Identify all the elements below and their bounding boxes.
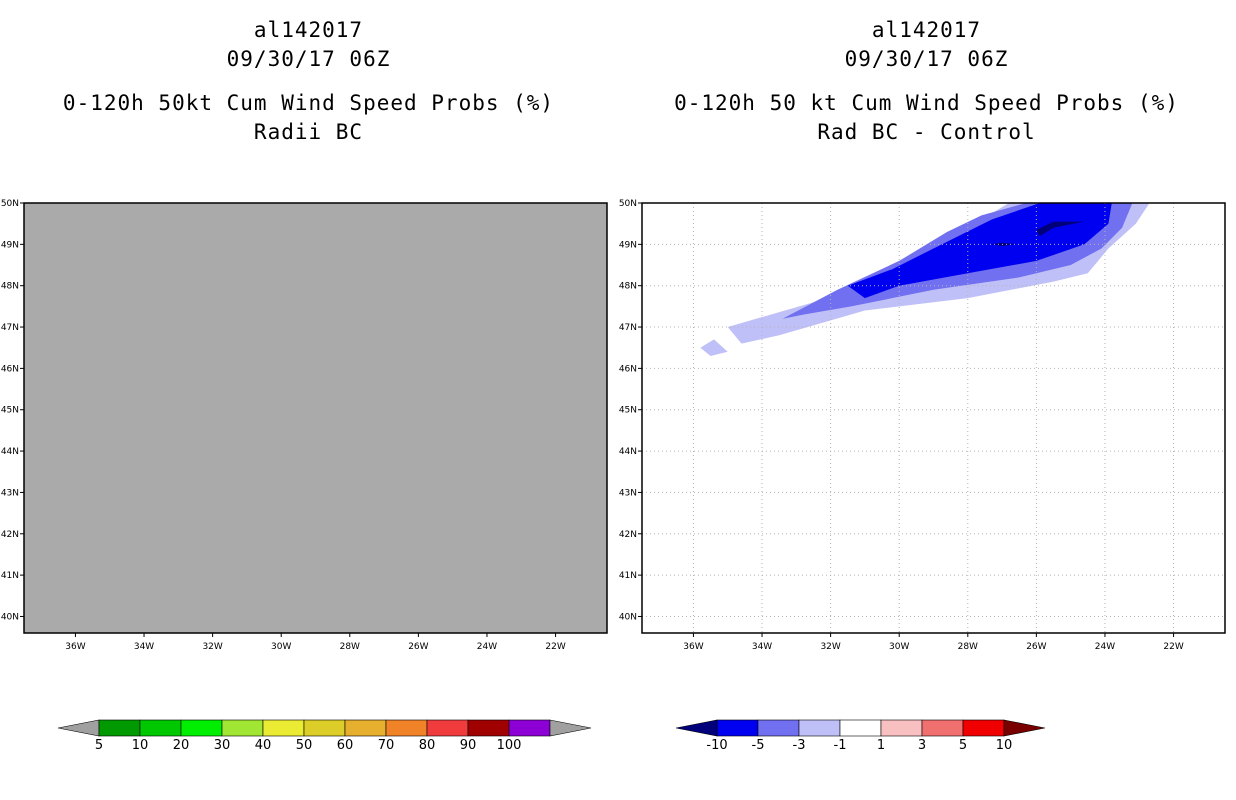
right-colorbar-label-3: -1 [834, 738, 847, 753]
right-colorbar-segment-5 [921, 719, 964, 737]
right-colorbar-segment-1 [757, 719, 800, 737]
left-ytick-label-10: 50N [1, 199, 19, 209]
left-colorbar-label-2: 20 [173, 738, 190, 753]
right-ytick-label-2: 42N [619, 530, 637, 540]
right-datetime: 09/30/17 06Z [844, 47, 1009, 71]
left-ytick-label-5: 45N [1, 406, 19, 416]
right-colorbar-segment-0 [716, 719, 759, 737]
left-colorbar-label-4: 40 [255, 738, 272, 753]
left-ytick-label-4: 44N [1, 447, 19, 457]
left-ytick-label-0: 40N [1, 612, 19, 622]
right-chart-subtitle: Rad BC - Control [817, 120, 1036, 144]
right-ytick-label-4: 44N [619, 447, 637, 457]
left-colorbar-end-high [549, 719, 592, 737]
right-ytick-label-7: 47N [619, 323, 637, 333]
left-colorbar-segment-6 [344, 719, 387, 737]
left-datetime: 09/30/17 06Z [226, 47, 391, 71]
right-contour-4 [1036, 221, 1085, 237]
right-ytick-label-6: 46N [619, 364, 637, 374]
left-colorbar-label-8: 80 [419, 738, 436, 753]
right-ytick-label-0: 40N [619, 612, 637, 622]
left-xtick-label-3: 30W [271, 642, 291, 652]
right-colorbar-end-high [1003, 719, 1046, 737]
left-colorbar-label-9: 90 [460, 738, 477, 753]
left-xtick-label-2: 32W [202, 642, 222, 652]
left-xtick-label-6: 24W [477, 642, 497, 652]
right-colorbar-label-2: -3 [793, 738, 806, 753]
left-ytick-label-6: 46N [1, 364, 19, 374]
right-xtick-label-0: 36W [683, 642, 703, 652]
right-xtick-label-3: 30W [889, 642, 909, 652]
left-colorbar-segment-0 [98, 719, 141, 737]
left-colorbar-segment-5 [303, 719, 346, 737]
left-colorbar-label-3: 30 [214, 738, 231, 753]
left-colorbar-label-5: 50 [296, 738, 313, 753]
left-colorbar-segment-3 [221, 719, 264, 737]
right-contour-1 [700, 339, 728, 356]
left-colorbar-segment-7 [385, 719, 428, 737]
left-plot-background [24, 203, 607, 633]
left-colorbar-end-low [57, 719, 100, 737]
right-panel-title: al142017 09/30/17 06Z 0-120h 50 kt Cum W… [618, 16, 1235, 147]
left-colorbar-label-1: 10 [132, 738, 149, 753]
right-xtick-label-7: 22W [1163, 642, 1183, 652]
right-colorbar-label-7: 10 [996, 738, 1013, 753]
right-ytick-label-10: 50N [619, 199, 637, 209]
left-ytick-label-3: 43N [1, 488, 19, 498]
right-colorbar-label-4: 1 [877, 738, 885, 753]
left-colorbar-label-6: 60 [337, 738, 354, 753]
left-colorbar-label-0: 5 [95, 738, 103, 753]
left-xtick-label-0: 36W [65, 642, 85, 652]
left-ytick-label-8: 48N [1, 282, 19, 292]
left-colorbar-label-10: 100 [497, 738, 522, 753]
right-xtick-label-5: 26W [1026, 642, 1046, 652]
right-colorbar-segment-4 [880, 719, 923, 737]
left-xtick-label-1: 34W [134, 642, 154, 652]
right-plot-frame [641, 202, 1226, 634]
left-plot-frame [23, 202, 608, 634]
left-ytick-label-7: 47N [1, 323, 19, 333]
right-ytick-label-9: 49N [619, 240, 637, 250]
right-colorbar-segment-3 [839, 719, 882, 737]
left-storm-id: al142017 [253, 18, 364, 42]
left-ytick-label-9: 49N [1, 240, 19, 250]
left-xtick-label-7: 22W [545, 642, 565, 652]
right-colorbar-label-1: -5 [752, 738, 765, 753]
left-panel-title: al142017 09/30/17 06Z 0-120h 50kt Cum Wi… [0, 16, 617, 147]
left-colorbar-segment-10 [508, 719, 551, 737]
left-chart-subtitle: Radii BC [253, 120, 364, 144]
right-chart-title: 0-120h 50 kt Cum Wind Speed Probs (%) [674, 91, 1179, 115]
right-colorbar-label-6: 5 [959, 738, 967, 753]
left-ytick-label-1: 41N [1, 571, 19, 581]
right-ytick-label-3: 43N [619, 488, 637, 498]
right-colorbar-label-5: 3 [918, 738, 926, 753]
right-xtick-label-2: 32W [820, 642, 840, 652]
right-storm-id: al142017 [871, 18, 982, 42]
left-xtick-label-4: 28W [340, 642, 360, 652]
left-chart-title: 0-120h 50kt Cum Wind Speed Probs (%) [62, 91, 555, 115]
right-colorbar-segment-2 [798, 719, 841, 737]
right-ytick-label-1: 41N [619, 571, 637, 581]
right-xtick-label-6: 24W [1095, 642, 1115, 652]
left-ytick-label-2: 42N [1, 530, 19, 540]
left-colorbar-segment-9 [467, 719, 510, 737]
right-colorbar-label-0: -10 [706, 738, 727, 753]
right-contour-5 [991, 242, 1016, 246]
left-xtick-label-5: 26W [408, 642, 428, 652]
left-colorbar-label-7: 70 [378, 738, 395, 753]
right-ytick-label-5: 45N [619, 406, 637, 416]
left-colorbar-segment-1 [139, 719, 182, 737]
right-xtick-label-4: 28W [958, 642, 978, 652]
right-colorbar-segment-6 [962, 719, 1005, 737]
right-xtick-label-1: 34W [752, 642, 772, 652]
left-colorbar-segment-2 [180, 719, 223, 737]
left-colorbar-segment-8 [426, 719, 469, 737]
right-ytick-label-8: 48N [619, 282, 637, 292]
left-colorbar-segment-4 [262, 719, 305, 737]
right-colorbar-end-low [675, 719, 718, 737]
right-contour-layer [700, 203, 1150, 356]
